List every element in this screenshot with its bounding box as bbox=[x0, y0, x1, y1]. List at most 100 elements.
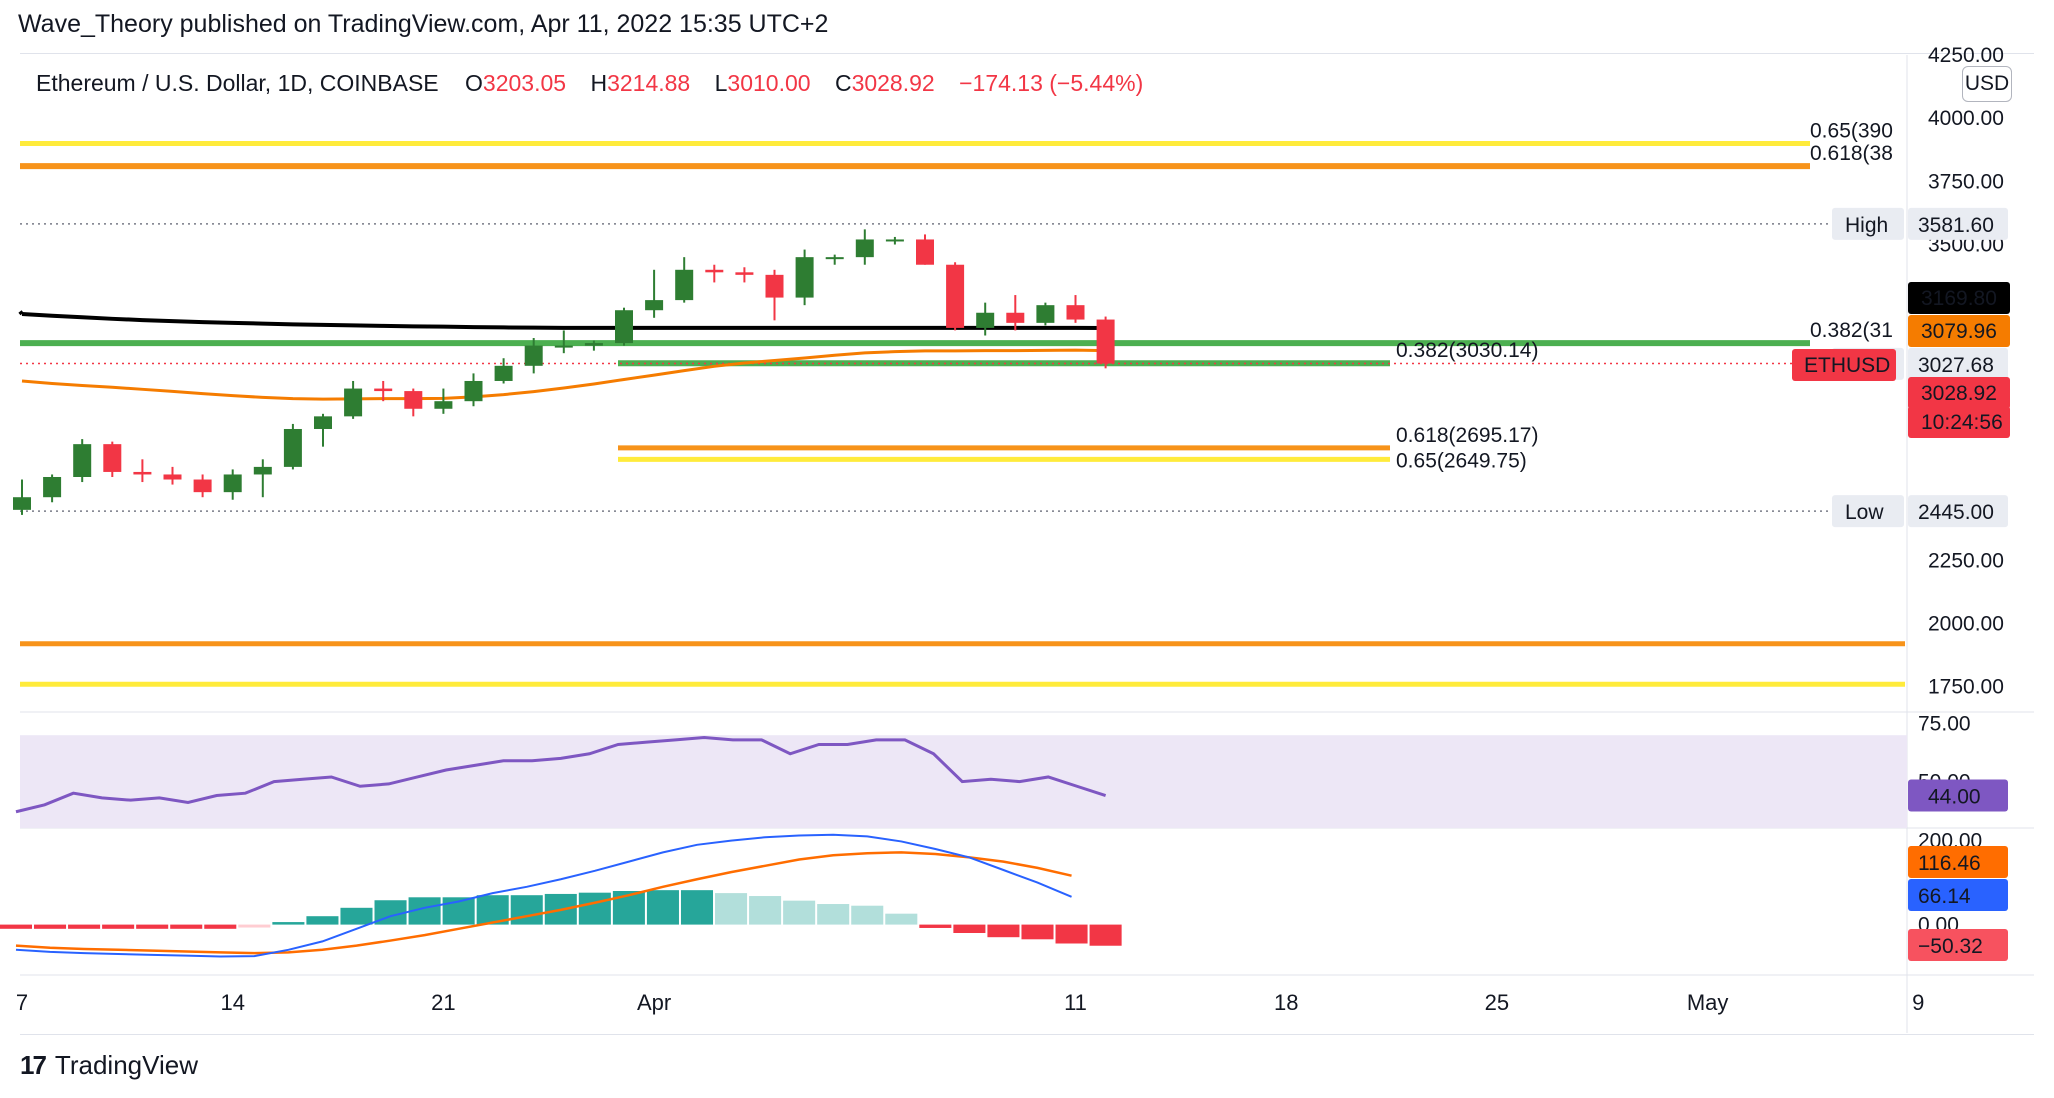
macd-value-bg bbox=[1908, 846, 2008, 878]
macd-histogram-bar bbox=[272, 922, 305, 925]
candle-body bbox=[163, 474, 182, 480]
macd-value-label: 66.14 bbox=[1918, 885, 1971, 908]
price-badge-label: 3169.80 bbox=[1921, 287, 1997, 310]
time-tick-label: 11 bbox=[1064, 990, 1087, 1015]
macd-histogram-bar bbox=[885, 913, 918, 925]
price-tick-label: 3750.00 bbox=[1928, 170, 2004, 193]
macd-histogram-bar bbox=[136, 924, 169, 929]
price-tick-label: 2250.00 bbox=[1928, 549, 2004, 572]
rsi-value-bg bbox=[1908, 779, 2008, 812]
candle-body bbox=[554, 345, 573, 348]
candle-body bbox=[584, 343, 603, 346]
candle-body bbox=[344, 388, 363, 417]
macd-value-label: −50.32 bbox=[1918, 935, 1983, 958]
price-tick-label: 1750.00 bbox=[1928, 676, 2004, 699]
candle-body bbox=[615, 310, 633, 344]
macd-histogram-bar bbox=[680, 890, 714, 925]
fib-0382-local-label: 0.382(3030.14) bbox=[1396, 339, 1538, 362]
macd-histogram-bar bbox=[102, 924, 135, 929]
candle-body bbox=[645, 300, 664, 311]
currency-button[interactable]: USD bbox=[1962, 66, 2012, 102]
macd-histogram-bar bbox=[953, 924, 986, 933]
brand-name: TradingView bbox=[54, 1050, 198, 1080]
candle-body bbox=[524, 345, 543, 366]
candle-body bbox=[223, 474, 242, 493]
candle-body bbox=[946, 264, 965, 328]
time-tick-label: 25 bbox=[1485, 990, 1509, 1015]
macd-histogram-bar bbox=[1089, 924, 1122, 946]
high-label: H bbox=[590, 70, 608, 96]
fib-065-local-label: 0.65(2649.75) bbox=[1396, 449, 1527, 472]
macd-value-bg bbox=[1908, 929, 2008, 961]
candle-body bbox=[43, 476, 62, 498]
time-tick-label: 14 bbox=[220, 990, 244, 1015]
level-high-tag: High bbox=[1845, 214, 1888, 237]
price-tick-label: 2000.00 bbox=[1928, 613, 2004, 636]
fib-0618-upper-label: 0.618(38 bbox=[1810, 142, 1893, 165]
chart-frame[interactable] bbox=[20, 53, 2034, 1035]
candle-body bbox=[103, 444, 122, 472]
macd-histogram-bar bbox=[851, 905, 884, 925]
candle-body bbox=[885, 239, 904, 242]
macd-histogram-bar bbox=[170, 924, 203, 929]
candle-body bbox=[314, 416, 332, 429]
time-tick-label: May bbox=[1687, 990, 1729, 1015]
price-tick-label: 4000.00 bbox=[1928, 107, 2004, 130]
candle-body bbox=[1096, 319, 1115, 364]
candle-body bbox=[283, 428, 302, 467]
macd-histogram-bar bbox=[34, 924, 67, 929]
level-low-tag: Low bbox=[1845, 501, 1884, 524]
price-badge-label: ETHUSD bbox=[1804, 354, 1890, 377]
price-tick-label: 4250.00 bbox=[1928, 44, 2004, 67]
candle-body bbox=[1006, 312, 1025, 323]
close-value: 3028.92 bbox=[851, 70, 935, 96]
macd-histogram-bar bbox=[646, 890, 679, 925]
rsi-line bbox=[15, 736, 1107, 814]
open-value: 3203.05 bbox=[482, 70, 567, 96]
level-avg-tag-value-bg bbox=[1908, 347, 2008, 380]
fib-0382-upper-label: 0.382(31 bbox=[1810, 319, 1893, 342]
candle-body bbox=[13, 497, 31, 510]
high-value: 3214.88 bbox=[607, 70, 691, 96]
time-tick-label: 7 bbox=[16, 990, 28, 1015]
price-badge-label: 3028.92 bbox=[1921, 382, 1997, 405]
published-caption: Wave_Theory published on TradingView.com… bbox=[18, 10, 829, 38]
macd-histogram-bar bbox=[306, 916, 339, 925]
level-high-tag-value: 3581.60 bbox=[1918, 214, 1994, 237]
brand[interactable]: 17 TradingView bbox=[20, 1050, 198, 1081]
macd-histogram-bar bbox=[817, 904, 850, 925]
candle-body bbox=[434, 401, 453, 409]
candle-body bbox=[253, 466, 272, 475]
rsi-value-label: 44.00 bbox=[1928, 786, 1981, 809]
close-label: C bbox=[834, 70, 852, 96]
macd-histogram-bar bbox=[238, 924, 271, 928]
macd-histogram-bar bbox=[715, 893, 748, 925]
macd-histogram-bar bbox=[783, 900, 816, 925]
macd-histogram-bar bbox=[340, 907, 373, 925]
price-badge-bg bbox=[1908, 282, 2010, 314]
level-low-tag-value: 2445.00 bbox=[1918, 501, 1994, 524]
candle-body bbox=[133, 471, 152, 475]
candle-body bbox=[494, 365, 513, 381]
macd-histogram-bar bbox=[749, 896, 782, 925]
change-value: −174.13 (−5.44%) bbox=[959, 70, 1144, 96]
macd-histogram-bar bbox=[204, 924, 237, 929]
macd-histogram-bar bbox=[1055, 924, 1088, 944]
price-badge-bg bbox=[1908, 315, 2010, 347]
macd-histogram-bar bbox=[68, 924, 101, 929]
time-tick-label: Apr bbox=[637, 990, 671, 1015]
fib-065-upper-label: 0.65(390 bbox=[1810, 119, 1893, 142]
level-avg-tag-value: 3027.68 bbox=[1918, 354, 1994, 377]
candle-body bbox=[916, 239, 934, 265]
candle-body bbox=[825, 257, 844, 260]
macd-value-label: 116.46 bbox=[1918, 852, 1981, 875]
time-tick-label: 9 bbox=[1912, 990, 1924, 1015]
macd-histogram-bar bbox=[1021, 924, 1054, 940]
candle-body bbox=[735, 272, 754, 275]
open-label: O bbox=[465, 70, 483, 96]
low-label: L bbox=[714, 70, 728, 96]
candle-body bbox=[1036, 305, 1055, 323]
time-tick-label: 21 bbox=[431, 990, 455, 1015]
time-tick-label: 18 bbox=[1274, 990, 1298, 1015]
